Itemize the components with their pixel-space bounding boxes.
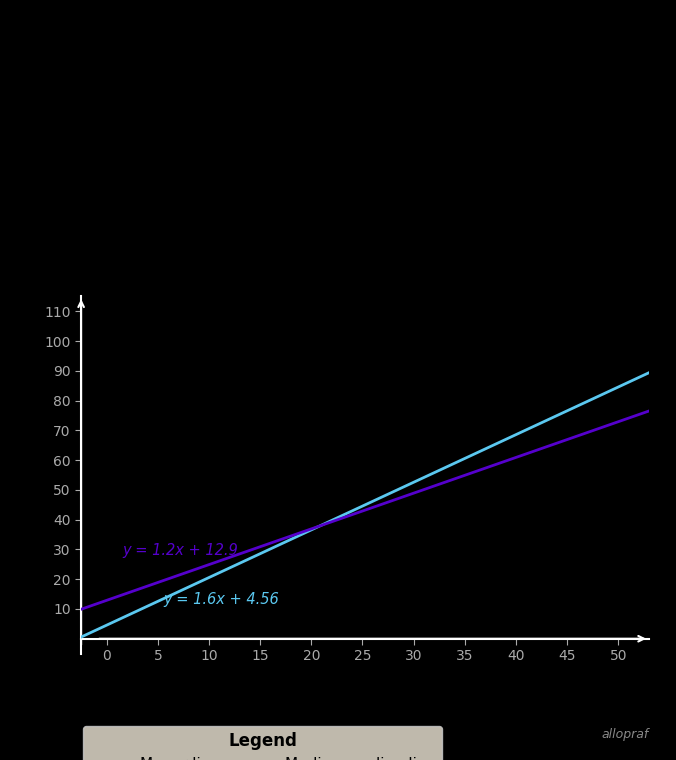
Legend: Mayer line, Median-median line: Mayer line, Median-median line bbox=[83, 726, 442, 760]
Text: y = 1.6x + 4.56: y = 1.6x + 4.56 bbox=[163, 593, 279, 607]
Text: allopraf: allopraf bbox=[602, 728, 649, 741]
Text: y = 1.2x + 12.9: y = 1.2x + 12.9 bbox=[122, 543, 238, 559]
